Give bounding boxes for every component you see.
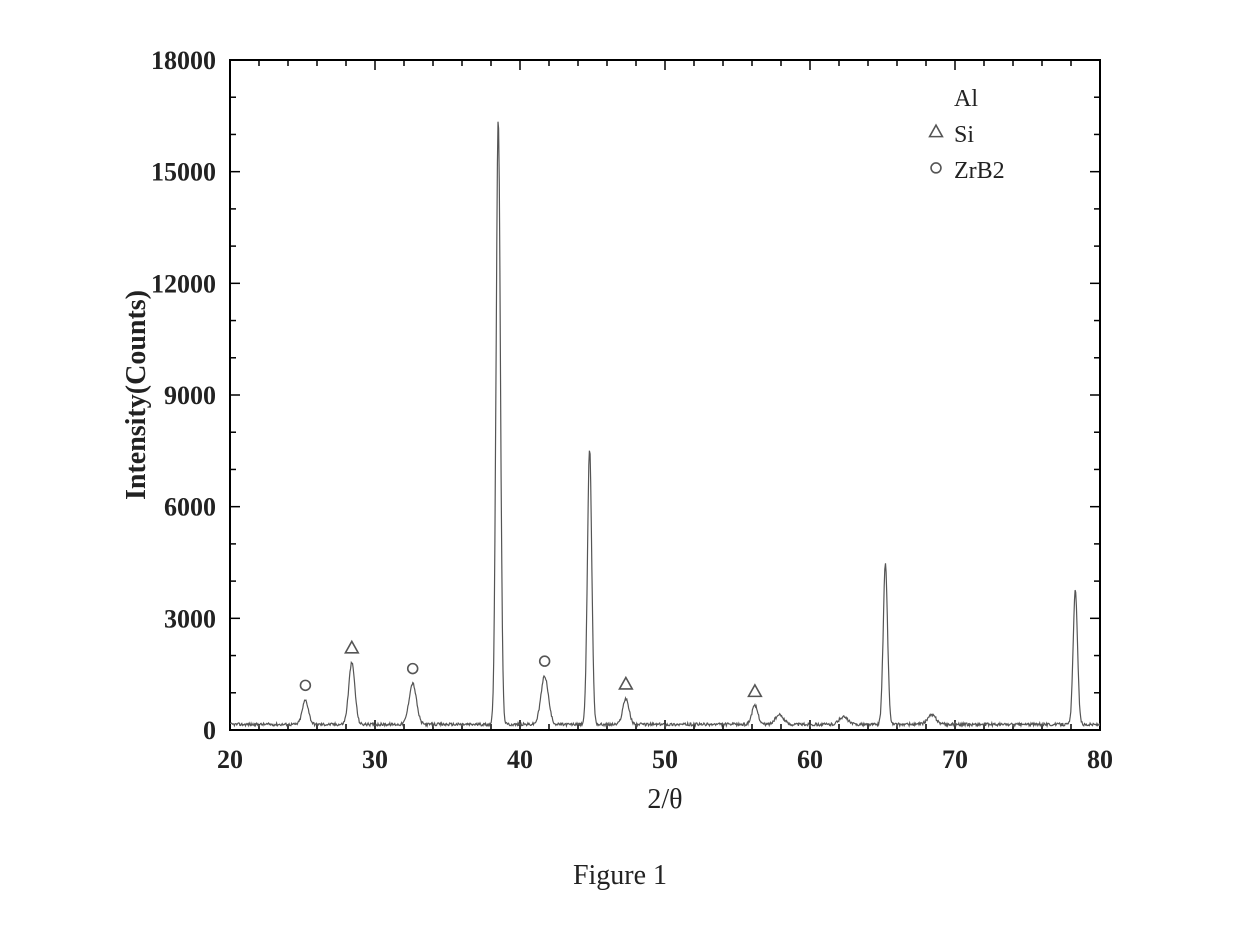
svg-text:20: 20 xyxy=(217,745,243,774)
svg-text:70: 70 xyxy=(942,745,968,774)
svg-text:6000: 6000 xyxy=(164,493,216,522)
xrd-chart: 20 30 40 50 60 70 80 2/θ 0 3000 6000 9000 12000 15000… xyxy=(120,40,1120,820)
chart-svg: 20 30 40 50 60 70 80 2/θ 0 3000 6000 9000 12000 15000… xyxy=(120,40,1120,820)
svg-text:60: 60 xyxy=(797,745,823,774)
svg-text:15000: 15000 xyxy=(151,158,216,187)
svg-text:Al: Al xyxy=(954,86,978,112)
figure-caption: Figure 1 xyxy=(0,860,1240,892)
svg-text:9000: 9000 xyxy=(164,381,216,410)
svg-text:30: 30 xyxy=(362,745,388,774)
svg-text:12000: 12000 xyxy=(151,269,216,298)
svg-text:80: 80 xyxy=(1087,745,1113,774)
svg-text:40: 40 xyxy=(507,745,533,774)
svg-text:2/θ: 2/θ xyxy=(647,784,682,815)
svg-text:Si: Si xyxy=(954,122,974,148)
svg-text:Intensity(Counts): Intensity(Counts) xyxy=(121,290,152,500)
svg-text:18000: 18000 xyxy=(151,46,216,75)
svg-text:50: 50 xyxy=(652,745,678,774)
svg-text:ZrB2: ZrB2 xyxy=(954,158,1005,184)
svg-text:0: 0 xyxy=(203,716,216,745)
svg-text:3000: 3000 xyxy=(164,604,216,633)
